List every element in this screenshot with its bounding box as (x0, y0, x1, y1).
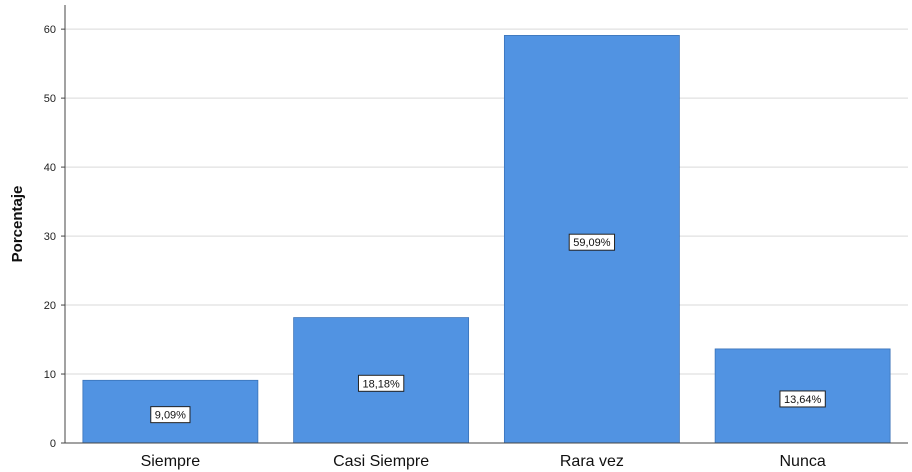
data-labels: 9,09% 18,18% 59,09% 13,64% (150, 233, 826, 424)
y-axis-label: Porcentaje (9, 186, 26, 263)
data-label: 9,09% (150, 406, 191, 424)
y-tick-label: 50 (44, 93, 56, 105)
x-category-label: Rara vez (560, 453, 624, 470)
y-tick-label: 0 (50, 438, 56, 450)
gridlines (65, 28, 908, 375)
y-tick-label: 10 (44, 369, 56, 381)
data-label: 13,64% (779, 390, 826, 408)
y-tick-label: 30 (44, 231, 56, 243)
data-label-text: 9,09% (155, 410, 186, 422)
x-category-label: Siempre (141, 453, 201, 470)
y-axis-ticks: 0 10 20 30 40 50 60 (44, 24, 65, 450)
data-label-box (779, 390, 826, 408)
y-tick-label: 60 (44, 24, 56, 36)
y-tick-label: 40 (44, 162, 56, 174)
data-label-box (568, 233, 616, 251)
axes (64, 5, 908, 444)
y-tick-label: 20 (44, 300, 56, 312)
data-label-text: 59,09% (573, 237, 611, 249)
category-labels: Siempre Casi Siempre Rara vez Nunca (141, 453, 826, 470)
data-label-text: 13,64% (784, 394, 822, 406)
data-label-text: 18,18% (362, 378, 400, 390)
data-label: 18,18% (357, 374, 405, 392)
data-label-box (150, 406, 191, 424)
bars (82, 35, 891, 444)
x-category-label: Nunca (780, 453, 826, 470)
data-label-box (357, 374, 405, 392)
x-category-label: Casi Siempre (333, 453, 429, 470)
data-label: 59,09% (568, 233, 616, 251)
